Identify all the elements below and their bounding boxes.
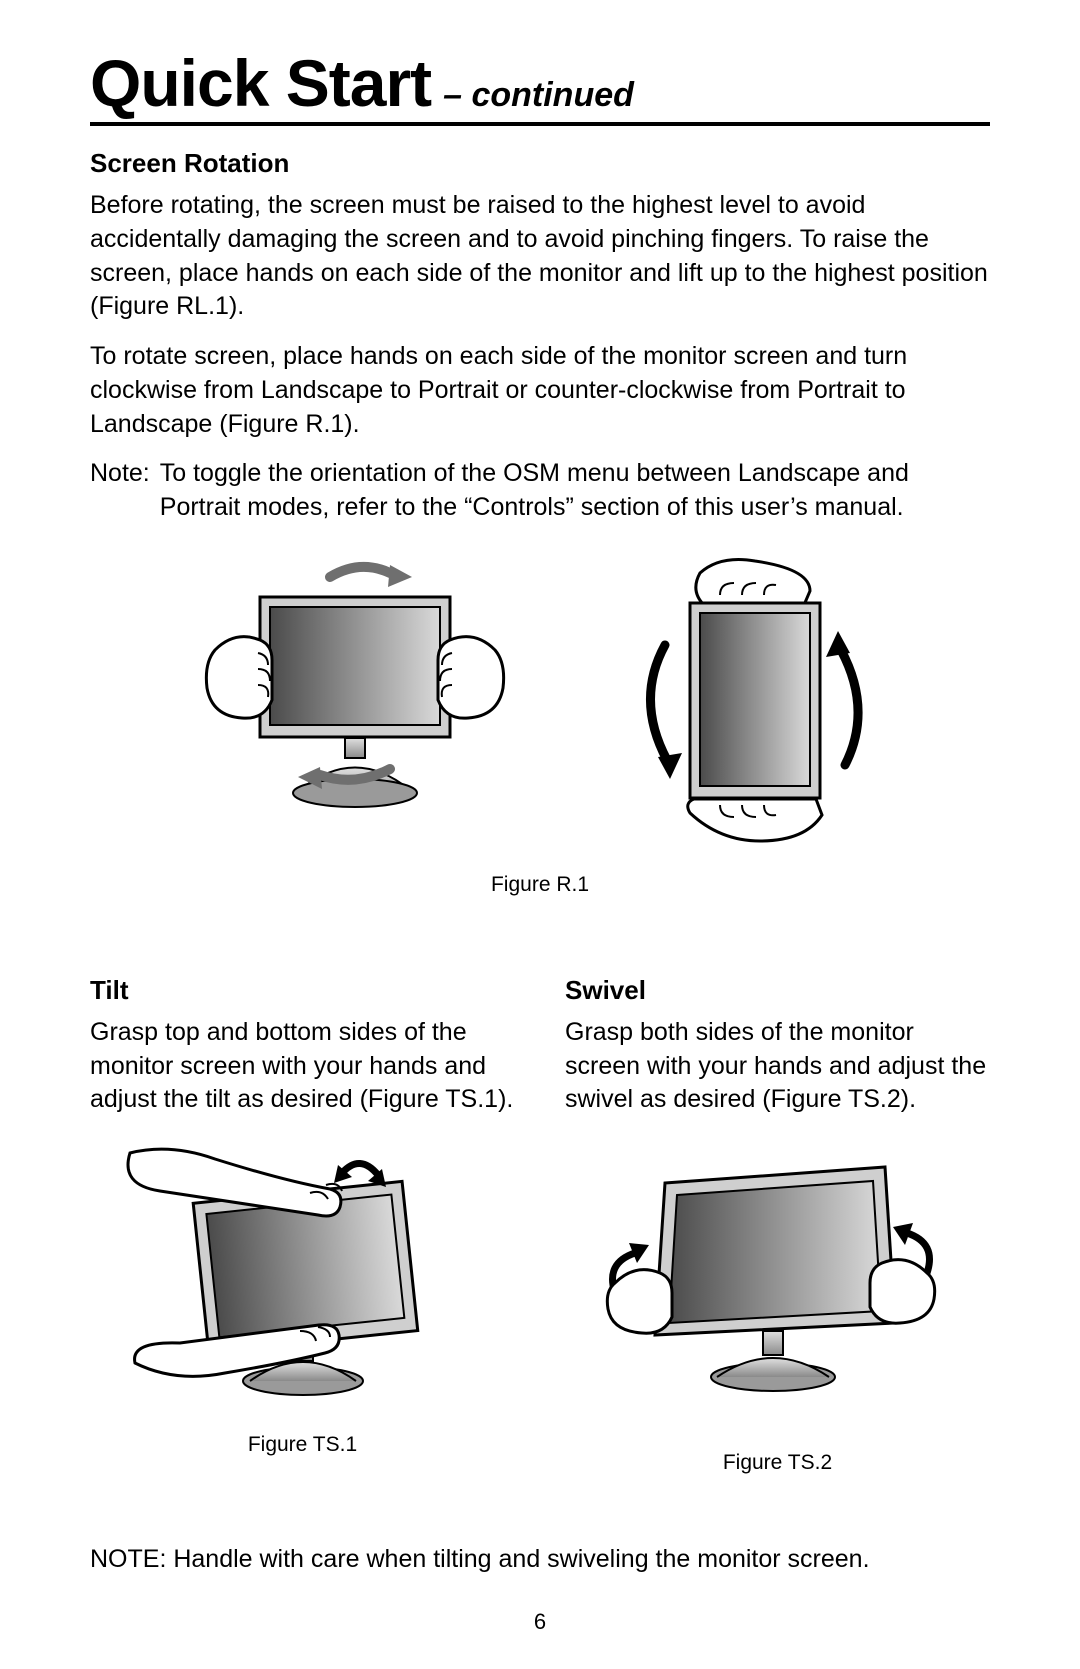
rotation-p2: To rotate screen, place hands on each si…	[90, 340, 990, 441]
section-rotation: Screen Rotation Before rotating, the scr…	[90, 148, 990, 897]
rotation-figures	[90, 555, 990, 855]
section-tilt: Tilt Grasp top and bottom sides of the m…	[90, 967, 515, 1475]
page-title-row: Quick Start – continued	[90, 50, 990, 126]
tilt-heading: Tilt	[90, 975, 515, 1006]
tilt-body: Grasp top and bottom sides of the monito…	[90, 1016, 515, 1117]
figure-ts1-caption: Figure TS.1	[90, 1433, 515, 1457]
figure-r1-portrait-icon	[570, 555, 900, 855]
figure-ts2-caption: Figure TS.2	[565, 1451, 990, 1475]
section-swivel: Swivel Grasp both sides of the monitor s…	[565, 967, 990, 1475]
figure-r1-landscape	[180, 555, 510, 855]
tilt-swivel-row: Tilt Grasp top and bottom sides of the m…	[90, 967, 990, 1475]
rotation-p1: Before rotating, the screen must be rais…	[90, 189, 990, 324]
page-number: 6	[0, 1609, 1080, 1635]
note-label: Note:	[90, 457, 150, 525]
swivel-body: Grasp both sides of the monitor screen w…	[565, 1016, 990, 1117]
rotation-heading: Screen Rotation	[90, 148, 990, 179]
figure-r1-portrait	[570, 555, 900, 855]
page-title-sub: – continued	[443, 76, 634, 115]
page-title-main: Quick Start	[90, 50, 431, 116]
figure-r1-landscape-icon	[180, 555, 510, 845]
swivel-heading: Swivel	[565, 975, 990, 1006]
rotation-note: Note: To toggle the orientation of the O…	[90, 457, 990, 525]
note-body: To toggle the orientation of the OSM men…	[160, 457, 990, 525]
figure-ts1-icon	[90, 1133, 490, 1423]
figure-ts2-icon	[565, 1133, 965, 1423]
manual-page: Quick Start – continued Screen Rotation …	[0, 0, 1080, 1669]
footer-note: NOTE: Handle with care when tilting and …	[90, 1545, 990, 1574]
figure-r1-caption: Figure R.1	[90, 873, 990, 897]
